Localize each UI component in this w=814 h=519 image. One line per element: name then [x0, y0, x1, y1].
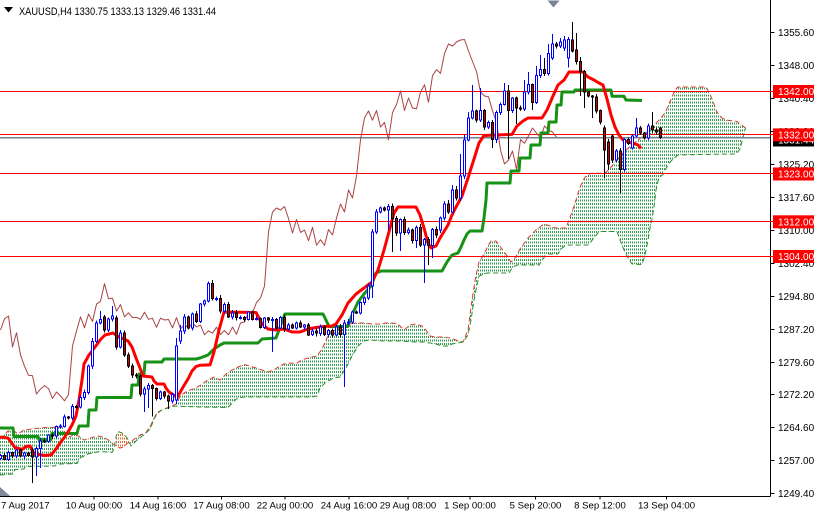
svg-text:1304.00: 1304.00	[778, 252, 814, 263]
svg-text:1310.00: 1310.00	[778, 226, 814, 237]
svg-text:1348.00: 1348.00	[778, 61, 814, 72]
svg-text:1312.00: 1312.00	[778, 217, 814, 228]
svg-text:1340.40: 1340.40	[778, 94, 814, 105]
svg-text:29 Aug 08:00: 29 Aug 08:00	[380, 501, 437, 512]
svg-text:1302.40: 1302.40	[778, 259, 814, 270]
svg-text:13 Sep 04:00: 13 Sep 04:00	[638, 501, 695, 512]
svg-text:10 Aug 00:00: 10 Aug 00:00	[66, 501, 123, 512]
svg-text:24 Aug 16:00: 24 Aug 16:00	[321, 501, 378, 512]
svg-text:1317.60: 1317.60	[778, 193, 814, 204]
svg-text:1294.80: 1294.80	[778, 292, 814, 303]
svg-text:8 Sep 12:00: 8 Sep 12:00	[574, 501, 626, 512]
svg-text:1264.60: 1264.60	[778, 423, 814, 434]
svg-text:1325.20: 1325.20	[778, 160, 814, 171]
svg-text:XAUUSD,H4 1330.75 1333.13 132: XAUUSD,H4 1330.75 1333.13 1329.46 1331.4…	[19, 6, 216, 18]
svg-text:1332.00: 1332.00	[778, 130, 814, 141]
svg-text:7 Aug 2017: 7 Aug 2017	[1, 501, 50, 512]
svg-text:1279.60: 1279.60	[778, 358, 814, 369]
svg-text:1287.20: 1287.20	[778, 325, 814, 336]
svg-text:5 Sep 20:00: 5 Sep 20:00	[510, 501, 562, 512]
svg-text:1 Sep 00:00: 1 Sep 00:00	[444, 501, 496, 512]
svg-text:17 Aug 08:00: 17 Aug 08:00	[193, 501, 250, 512]
svg-text:1257.00: 1257.00	[778, 456, 814, 467]
svg-text:1355.60: 1355.60	[778, 28, 814, 39]
svg-text:1249.40: 1249.40	[778, 489, 814, 500]
svg-text:1272.20: 1272.20	[778, 390, 814, 401]
svg-text:1342.00: 1342.00	[778, 87, 814, 98]
svg-text:14 Aug 16:00: 14 Aug 16:00	[130, 501, 187, 512]
svg-text:1323.00: 1323.00	[778, 170, 814, 181]
svg-text:22 Aug 00:00: 22 Aug 00:00	[257, 501, 314, 512]
